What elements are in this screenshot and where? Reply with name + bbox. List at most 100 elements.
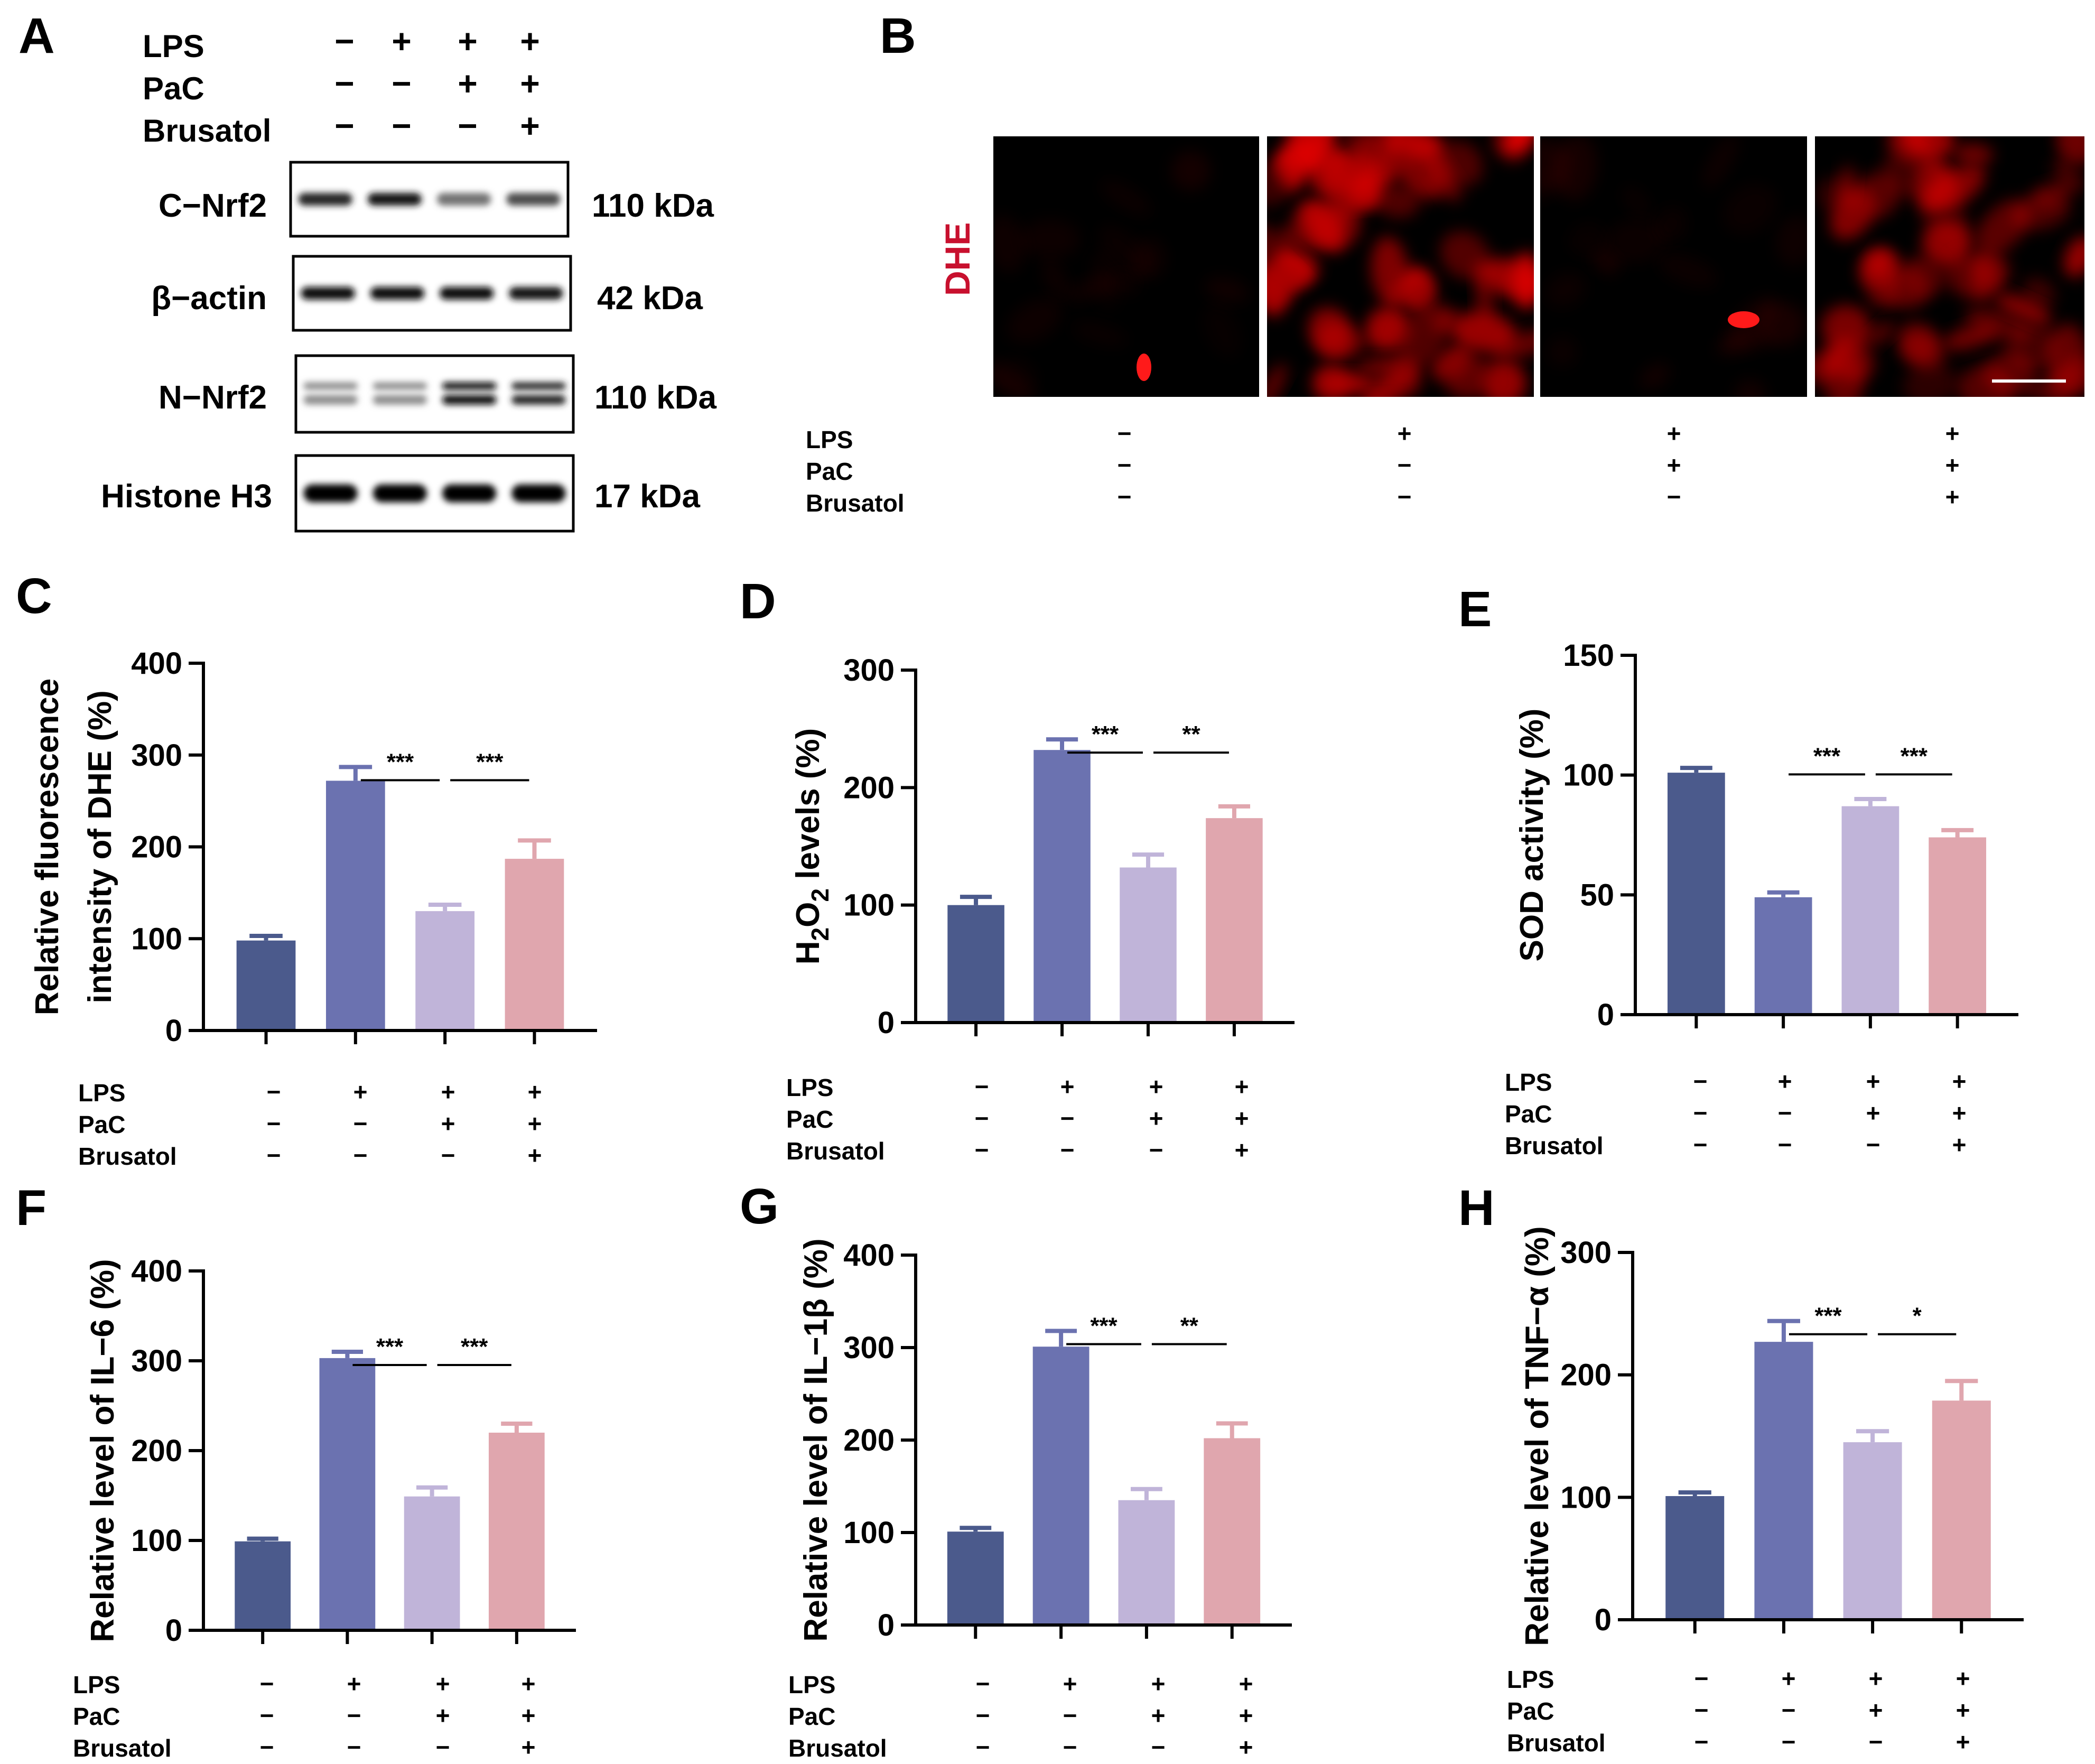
dhe-cell xyxy=(2064,236,2084,277)
dhe-cell xyxy=(1869,320,1894,346)
dhe-cell xyxy=(1100,180,1151,216)
y-axis-label: H2O2 levels (%) xyxy=(790,728,834,964)
y-tick-label: 200 xyxy=(843,1423,895,1457)
significance-label: *** xyxy=(1901,743,1928,769)
treatment-sign-lps-3: + xyxy=(1235,1073,1249,1100)
dhe-cell xyxy=(2006,323,2059,371)
treatment-label-lps: LPS xyxy=(1505,1069,1552,1096)
blot-label-histone-h3: Histone H3 xyxy=(101,478,272,515)
significance-label: ** xyxy=(1180,1313,1199,1339)
dhe-stain-label: DHE xyxy=(938,222,977,296)
dhe-image-1 xyxy=(1267,136,1534,397)
treatment-sign-pac-2: + xyxy=(1149,1104,1163,1132)
blot-band-2-0-lower xyxy=(303,395,358,405)
treatment-sign-pac-2: + xyxy=(441,1110,455,1137)
treatment-sign-brusatol-1: − xyxy=(1063,1733,1077,1761)
dhe-cell xyxy=(1382,136,1445,157)
treatment-sign-brusatol-3: + xyxy=(1239,1733,1253,1761)
dhe-cell xyxy=(1171,151,1211,191)
micro-sign-pac-1: − xyxy=(1398,451,1412,479)
dhe-bright-cell xyxy=(1728,311,1759,328)
bar-g-2 xyxy=(1118,1500,1175,1625)
treatment-sign-lps-2: + xyxy=(441,1078,455,1106)
wb-sign-brusatol-1: − xyxy=(392,107,411,145)
dhe-cell xyxy=(1658,254,1718,288)
treatment-sign-brusatol-1: − xyxy=(1782,1728,1796,1756)
dhe-cell xyxy=(1336,152,1373,180)
treatment-label-pac: PaC xyxy=(73,1703,120,1730)
wb-treatment-label-pac: PaC xyxy=(143,71,204,106)
significance-label: *** xyxy=(1090,1313,1118,1339)
dhe-cell xyxy=(1715,332,1773,355)
y-tick-label: 300 xyxy=(843,1331,895,1365)
panel-letter-e: E xyxy=(1458,581,1492,637)
treatment-sign-pac-3: + xyxy=(528,1110,542,1137)
dhe-cell xyxy=(2053,159,2084,193)
y-axis-label: intensity of DHE (%) xyxy=(82,690,118,1003)
blot-band-1-0 xyxy=(301,287,355,300)
dhe-cell xyxy=(1406,279,1430,312)
bar-c-0 xyxy=(236,940,296,1030)
treatment-sign-pac-1: − xyxy=(1782,1696,1796,1724)
y-tick-label: 100 xyxy=(843,888,895,923)
panel-a: A LPS PaC Brusatol − + + +− − + +− − − + C−Nrf2 β… xyxy=(18,8,717,533)
treatment-label-lps: LPS xyxy=(73,1671,120,1698)
blot-size-b-actin: 42 kDa xyxy=(597,280,703,317)
dhe-cell xyxy=(1622,185,1651,218)
y-tick-label: 300 xyxy=(131,1344,182,1378)
wb-sign-lps-1: + xyxy=(392,22,411,60)
treatment-sign-brusatol-2: − xyxy=(441,1141,455,1169)
treatment-sign-brusatol-2: − xyxy=(1151,1733,1166,1761)
wb-treatment-signs: − + + +− − + +− − − + xyxy=(334,22,539,145)
blot-band-2-0-upper xyxy=(303,382,358,390)
dhe-cell xyxy=(1312,364,1351,397)
y-tick-label: 300 xyxy=(1560,1236,1612,1270)
dhe-cell xyxy=(1606,219,1664,264)
panel-letter-b: B xyxy=(880,8,916,64)
treatment-label-pac: PaC xyxy=(786,1106,833,1133)
treatment-sign-lps-3: + xyxy=(1956,1665,1970,1692)
panel-letter-d: D xyxy=(740,573,776,629)
treatment-sign-pac-0: − xyxy=(975,1104,989,1132)
blot-band-3-0 xyxy=(303,484,358,503)
treatment-sign-pac-0: − xyxy=(260,1702,274,1729)
bar-d-2 xyxy=(1120,867,1177,1023)
micro-sign-pac-0: − xyxy=(1118,451,1132,479)
chart-c: C 0 100 200 300 400 Relative fluorescence inten… xyxy=(16,568,597,1170)
dhe-cell xyxy=(1503,136,1534,154)
treatment-sign-lps-3: + xyxy=(1239,1670,1253,1697)
significance-label: ** xyxy=(1182,721,1200,747)
micro-treatment-label-brusatol: Brusatol xyxy=(806,489,905,517)
y-tick-label: 100 xyxy=(1563,758,1614,793)
dhe-cell xyxy=(1639,363,1670,390)
dhe-cell xyxy=(1067,276,1111,302)
blot-label-n-nrf2: N−Nrf2 xyxy=(159,379,267,416)
treatment-label-brusatol: Brusatol xyxy=(1507,1729,1606,1757)
y-tick-label: 400 xyxy=(131,646,182,681)
dhe-cell xyxy=(1815,352,1839,383)
treatment-sign-brusatol-3: + xyxy=(528,1141,542,1169)
bar-c-1 xyxy=(325,781,385,1030)
y-tick-label: 200 xyxy=(1560,1358,1612,1392)
blot-band-3-1 xyxy=(373,484,427,503)
dhe-cell xyxy=(1330,175,1369,224)
blot-band-2-2-lower xyxy=(442,395,497,405)
micro-sign-brusatol-2: − xyxy=(1667,483,1681,510)
treatment-label-pac: PaC xyxy=(1505,1100,1552,1128)
y-axis-label: Relative level of TNF−α (%) xyxy=(1519,1226,1556,1646)
dhe-cell xyxy=(1481,360,1526,397)
y-tick-label: 200 xyxy=(131,1434,182,1468)
dhe-cell xyxy=(1267,262,1304,304)
treatment-sign-lps-1: + xyxy=(353,1078,368,1106)
treatment-sign-lps-0: − xyxy=(976,1670,990,1697)
dhe-cell xyxy=(1903,363,1957,397)
treatment-sign-brusatol-1: − xyxy=(347,1733,361,1761)
blot-label-b-actin: β−actin xyxy=(151,280,267,317)
y-tick-label: 100 xyxy=(843,1516,895,1550)
wb-sign-lps-3: + xyxy=(520,22,539,60)
dhe-image-0 xyxy=(993,136,1259,397)
y-tick-label: 200 xyxy=(843,770,895,805)
micro-sign-brusatol-1: − xyxy=(1398,483,1412,510)
